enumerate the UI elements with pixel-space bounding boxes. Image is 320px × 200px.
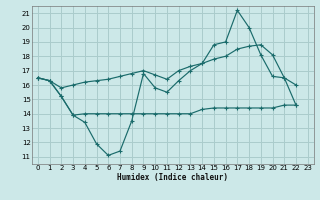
X-axis label: Humidex (Indice chaleur): Humidex (Indice chaleur) bbox=[117, 173, 228, 182]
